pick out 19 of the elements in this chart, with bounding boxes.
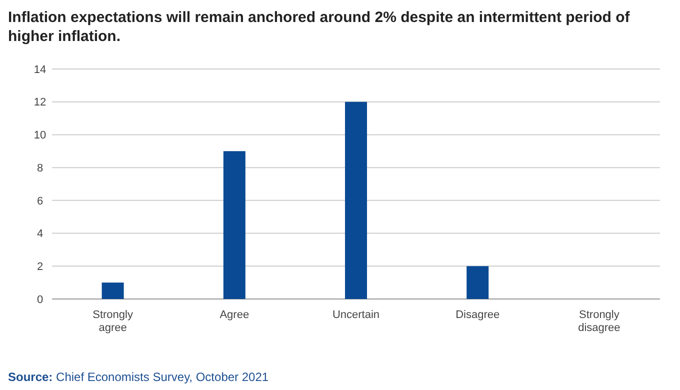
bar [223,151,246,299]
y-tick-label: 6 [36,195,44,208]
chart-title: Inflation expectations will remain anchored around 2% despite an intermittent period of higher inflation. [8,9,631,45]
y-tick-label: 4 [36,228,44,240]
bar [345,102,367,299]
x-tick-label: Uncertain [332,309,380,321]
y-tick-label: 0 [36,294,44,306]
bar [102,282,124,299]
x-tick-label: Agree [220,309,250,321]
y-tick-label: 12 [34,96,46,109]
x-tick-label: Disagree [456,309,500,321]
y-tick-label: 14 [34,64,46,76]
x-tick-label: Strongly agree [92,309,134,334]
y-tick-label: 10 [34,130,46,142]
y-tick-label: 8 [36,162,44,174]
y-tick-label: 2 [36,260,44,273]
bar [466,266,489,299]
x-tick-label: Strongly disagree [578,309,620,334]
source-note: Source: Chief Economists Survey, October 2021 [8,370,269,384]
